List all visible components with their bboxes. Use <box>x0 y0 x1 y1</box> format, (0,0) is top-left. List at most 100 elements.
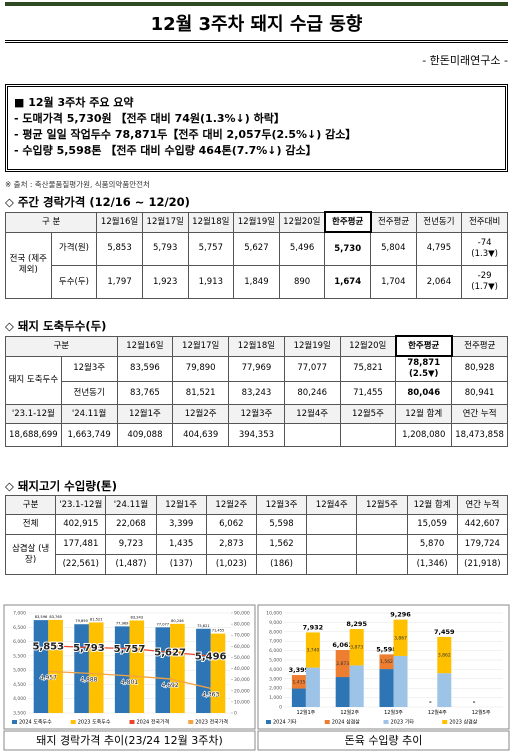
legend-label: 2023 전국가격 <box>195 719 228 726</box>
table-cell: 81,521 <box>172 381 230 405</box>
column-header: 구분 <box>5 335 118 357</box>
table-cell: 5,757 <box>187 231 235 266</box>
table-cell: 1,663,749 <box>60 423 118 447</box>
page-title: 12월 3주차 돼지 수급 동향 <box>150 14 363 35</box>
legend-label: 2023 삼겹살 <box>449 719 478 726</box>
column-header: 12월1주 <box>116 404 174 424</box>
total-value-label: 3,399 <box>289 666 310 674</box>
segment-value-label: 3,867 <box>394 635 407 641</box>
table-cell <box>339 423 397 447</box>
legend-swatch <box>266 720 271 724</box>
bar-segment <box>379 654 394 670</box>
point-value-label: 5,757 <box>114 644 146 655</box>
y-tick-label: 5,500 <box>13 653 26 659</box>
bar <box>170 623 185 713</box>
table-cell: 2,873 <box>205 534 257 555</box>
table-cell: 4,795 <box>415 231 463 266</box>
bar-segment <box>393 655 408 707</box>
y-tick-label: 4,500 <box>13 682 26 688</box>
table-cell <box>306 514 358 535</box>
column-header: 전주대비 <box>461 211 508 233</box>
row-label: 12월3주 <box>60 355 118 382</box>
y-tick-label: 3,500 <box>13 711 26 717</box>
table-cell: 78,871 (2.5▼) <box>395 355 453 382</box>
table-cell: 1,923 <box>141 265 189 299</box>
bar-segment <box>437 673 452 707</box>
y2-tick-label: 50,000 <box>234 655 250 661</box>
column-header: 12월18일 <box>187 211 235 233</box>
segment-value-label: 1,435 <box>292 679 305 685</box>
bar-value-label: 83,596 <box>35 615 48 619</box>
point-value-label: 4,888 <box>80 676 97 683</box>
table-cell: 402,915 <box>55 514 107 535</box>
column-header: 연간 누적 <box>451 404 508 424</box>
table-cell: 5,627 <box>233 231 280 266</box>
point-value-label: 5,793 <box>73 643 105 654</box>
table-cell: 15,059 <box>406 514 458 535</box>
legend-swatch <box>129 720 135 724</box>
table-cell: 6,062 <box>205 514 257 535</box>
bar-segment <box>379 669 394 707</box>
table-cell: 1,797 <box>96 265 143 299</box>
table-cell: 83,596 <box>116 355 174 382</box>
section-heading: ◇ 돼지 도축두수(두) <box>5 319 107 333</box>
line <box>48 645 211 657</box>
column-header: 12월17일 <box>172 335 230 357</box>
column-header: 구 분 <box>4 211 98 233</box>
table-cell: (1,023) <box>205 554 257 575</box>
summary-line: - 수입량 5,598톤 【전주 대비 수입량 464톤(7.7%↓) 감소】 <box>14 144 317 157</box>
chart-title: 돈육 수입량 추이 <box>345 734 423 747</box>
bar <box>33 620 49 713</box>
column-header: 12월2주 <box>205 495 257 515</box>
column-header: 12월19일 <box>233 211 280 233</box>
bar <box>155 627 171 713</box>
legend-swatch <box>188 720 194 724</box>
column-header: '23.1-12월 <box>5 404 62 424</box>
table-cell: 177,481 <box>55 534 107 555</box>
table-cell: 80,941 <box>451 381 508 405</box>
table-cell: (186) <box>255 554 308 575</box>
point-value-label: 4,363 <box>202 691 219 698</box>
table-cell: 1,208,080 <box>395 423 453 447</box>
table-cell: 1,704 <box>370 265 417 299</box>
table-cell: (1,346) <box>406 554 458 575</box>
section-heading: ◇ 돼지고기 수입량(톤) <box>5 479 118 493</box>
legend-label: 2023 도축두수 <box>78 719 111 726</box>
table-cell: 409,088 <box>116 423 174 447</box>
column-header: 한주평균 <box>323 211 372 233</box>
table-cell <box>306 554 358 575</box>
table-cell: 5,598 <box>255 514 308 535</box>
y-tick-label: 7,000 <box>13 611 26 617</box>
y-tick-label: 10,000 <box>266 611 282 617</box>
table-cell: (21,918) <box>456 554 509 575</box>
summary-box: ■ 12월 3주차 주요 요약 - 도매가격 5,730원 【전주 대비 74원… <box>5 84 508 172</box>
y-tick-label: 6,500 <box>13 625 26 631</box>
bar-value-label: 83,243 <box>131 616 144 620</box>
column-header: 12월5주 <box>339 404 397 424</box>
table-cell: 3,399 <box>155 514 207 535</box>
bar-segment <box>305 667 320 707</box>
column-header: 12월19일 <box>283 335 341 357</box>
y2-tick-label: 10,000 <box>234 699 250 705</box>
point-value-label: 4,957 <box>40 674 57 681</box>
table-cell: 1,849 <box>233 265 280 299</box>
legend-swatch <box>12 720 17 724</box>
segment-value-label: 1,562 <box>380 659 393 665</box>
row-group: 전국 (제주 제외) <box>5 231 52 299</box>
table-cell: 77,077 <box>283 355 341 382</box>
column-header: 연간 누적 <box>456 495 509 515</box>
y-tick-label: 2,000 <box>269 686 282 692</box>
table-cell: 71,455 <box>339 381 397 405</box>
y-tick-label: 4,000 <box>13 696 26 702</box>
table-row: 전국 (제주 제외) 가격(원) 5,853 5,793 5,757 5,627 5,496… <box>5 231 508 299</box>
table-row: 두수(두) 1,797 1,923 1,913 1,849 890 1,674 1,704 2,… <box>6 265 508 299</box>
point-value-label: 5,853 <box>32 641 64 652</box>
column-header: 12월16일 <box>96 211 143 233</box>
y-tick-label: 9,000 <box>269 620 282 626</box>
table-cell: 1,562 <box>255 534 308 555</box>
column-header: 12월2주 <box>172 404 230 424</box>
row-label: 가격(원) <box>50 231 98 266</box>
y2-tick-label: 80,000 <box>234 622 250 628</box>
total-value-label: 5,598 <box>376 645 397 653</box>
